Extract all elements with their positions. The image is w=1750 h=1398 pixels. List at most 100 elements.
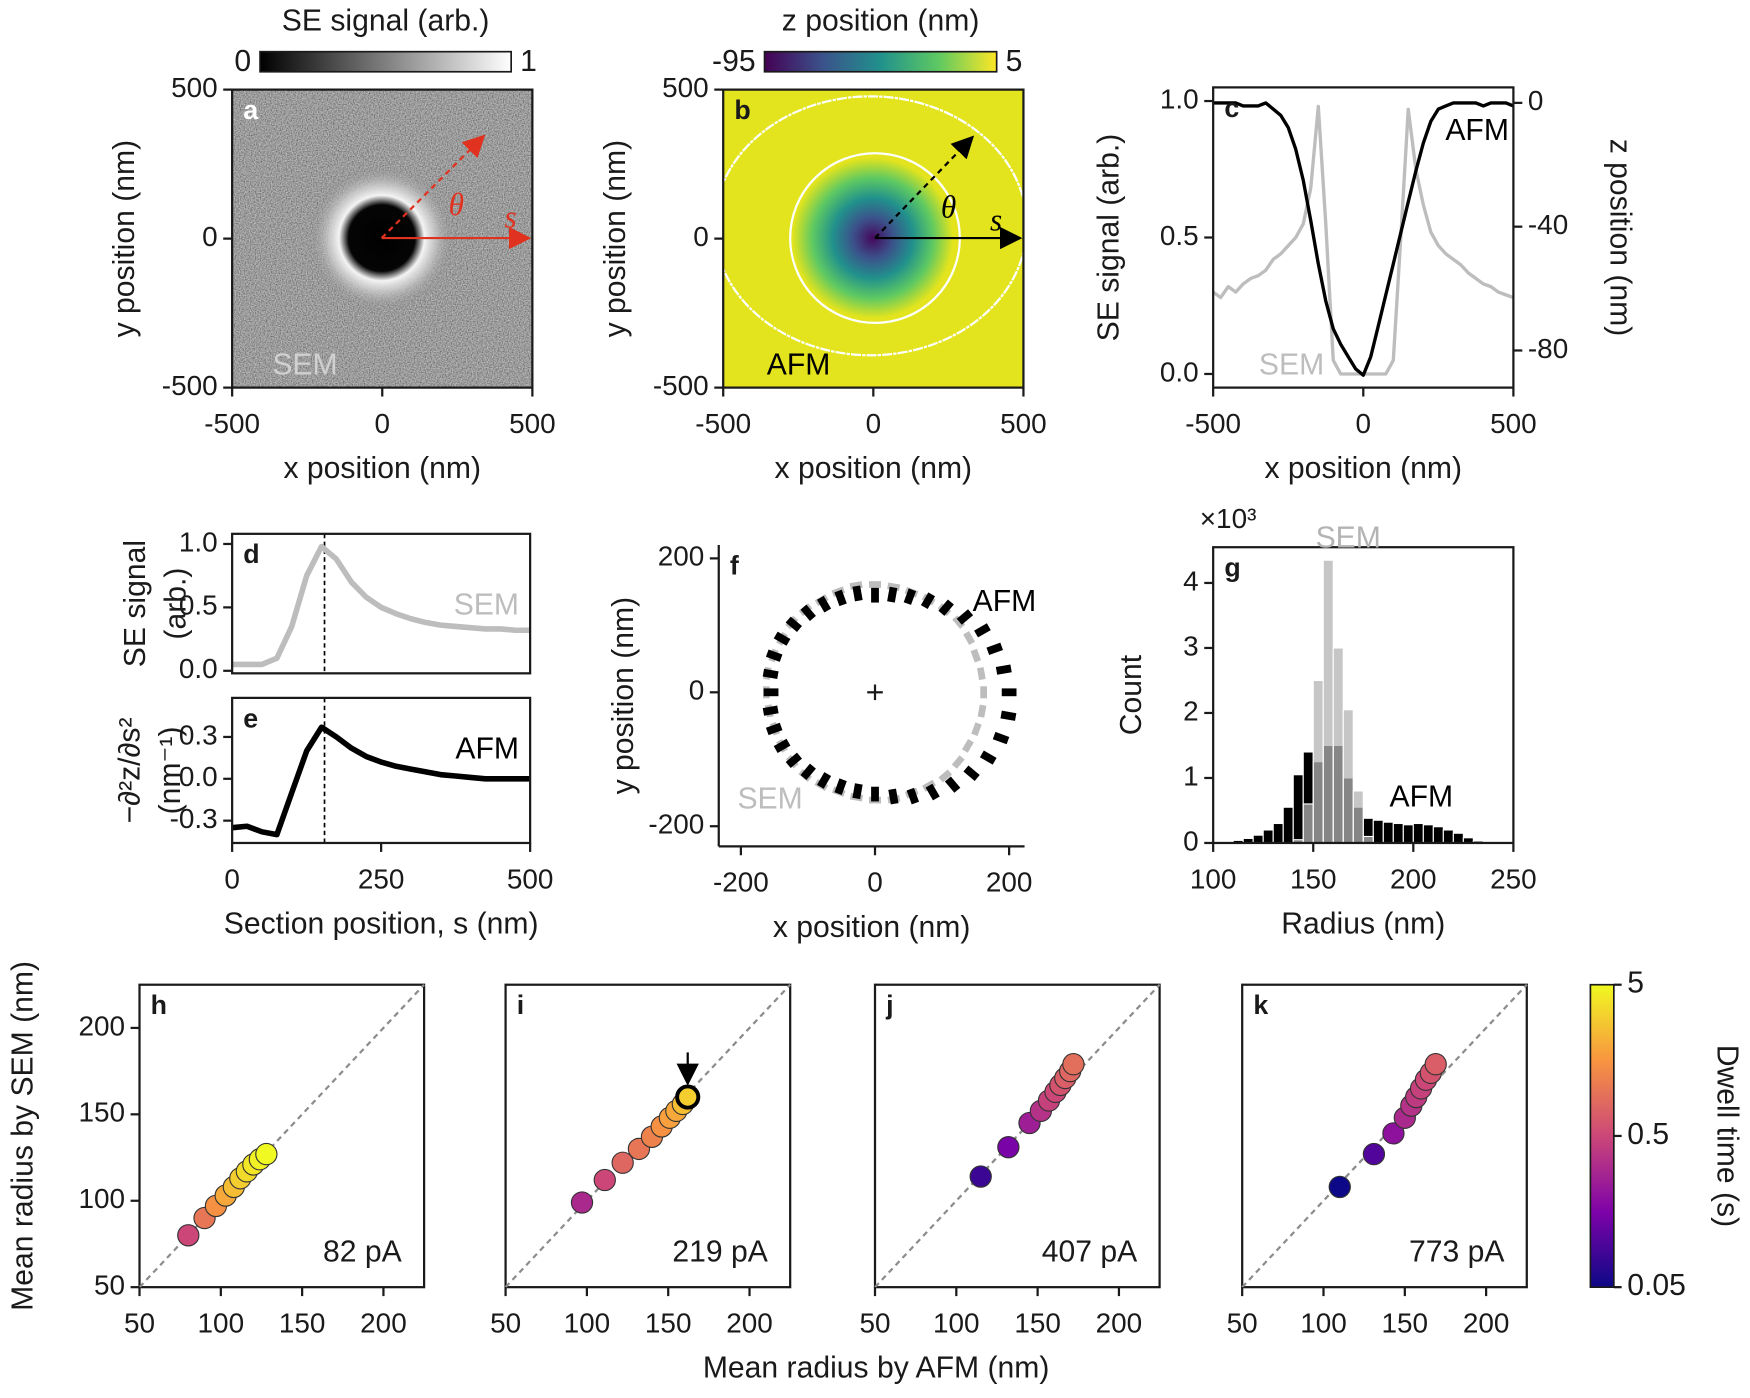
point bbox=[1328, 1175, 1351, 1199]
annotation: θ bbox=[449, 187, 464, 222]
x-axis-label: Radius (nm) bbox=[1281, 908, 1445, 941]
radius-segment bbox=[952, 615, 966, 629]
point bbox=[1424, 1053, 1447, 1076]
radius-segment bbox=[887, 582, 901, 592]
histogram-bar bbox=[1422, 824, 1434, 844]
radius-segment bbox=[992, 731, 1010, 745]
colorbar-tick-label: 0.05 bbox=[1627, 1269, 1686, 1302]
axes-frame bbox=[1212, 546, 1515, 845]
y-axis-label: (nm⁻¹) bbox=[154, 726, 187, 814]
y-tick-label: 500 bbox=[662, 72, 709, 103]
colorbar bbox=[259, 50, 512, 73]
x-tick-label: 0 bbox=[866, 408, 882, 439]
axes-frame bbox=[231, 696, 532, 845]
colorbar-tick-label: 1 bbox=[520, 45, 537, 78]
y-tick-label: -0.3 bbox=[170, 803, 218, 834]
histogram-bar bbox=[1452, 832, 1464, 844]
series-line bbox=[232, 543, 531, 668]
annotation: SEM bbox=[272, 348, 337, 381]
current-label: 82 pA bbox=[323, 1236, 403, 1269]
x-tick-label: 100 bbox=[1190, 863, 1237, 894]
annotation: s bbox=[990, 203, 1002, 238]
panel-label: b bbox=[734, 95, 750, 125]
series-label: SEM bbox=[454, 588, 519, 621]
y-tick-label: 0.5 bbox=[179, 590, 218, 621]
radius-segment bbox=[906, 787, 920, 805]
x-tick-label: 500 bbox=[509, 408, 556, 439]
x-tick-label: 250 bbox=[358, 863, 405, 894]
radius-segment bbox=[986, 642, 1004, 655]
y-tick-label: 1.0 bbox=[1160, 83, 1199, 114]
series-label: AFM bbox=[455, 732, 519, 765]
radius-segment bbox=[762, 705, 779, 716]
radius-segment bbox=[963, 765, 980, 781]
identity-line bbox=[138, 983, 425, 1288]
x-tick-label: 100 bbox=[1300, 1307, 1347, 1338]
x-axis-label: x position (nm) bbox=[775, 452, 973, 485]
x-tick-label: -500 bbox=[1185, 408, 1241, 439]
histogram-bar bbox=[1412, 822, 1424, 844]
radius-segment bbox=[979, 750, 997, 765]
histogram-bar bbox=[1312, 679, 1324, 844]
y-axis-label: SE signal (arb.) bbox=[1092, 134, 1125, 342]
x-tick-label: 200 bbox=[1096, 1307, 1143, 1338]
sem-image bbox=[232, 89, 533, 388]
y-tick-label: -500 bbox=[162, 370, 218, 401]
y-axis-label: Mean radius by SEM (nm) bbox=[7, 961, 40, 1311]
axes-frame bbox=[231, 532, 532, 675]
x-tick-label: -200 bbox=[713, 867, 769, 898]
colorbar bbox=[763, 50, 998, 73]
radius-segment bbox=[976, 667, 986, 681]
histogram-bar bbox=[1432, 826, 1444, 844]
x-tick-label: 150 bbox=[645, 1307, 692, 1338]
y-tick-label: 0.0 bbox=[179, 653, 218, 684]
radius-segment bbox=[970, 648, 982, 663]
y-tick-label: 3 bbox=[1183, 630, 1199, 661]
histogram-bar bbox=[1282, 806, 1294, 844]
histogram-bar bbox=[1272, 822, 1284, 844]
y-axis-label: SE signal bbox=[119, 540, 152, 667]
radius-segment bbox=[773, 738, 791, 753]
histogram-bar bbox=[1342, 709, 1354, 844]
x-tick-label: -500 bbox=[695, 408, 751, 439]
x-tick-label: 150 bbox=[1290, 863, 1337, 894]
x-tick-label: 50 bbox=[859, 1307, 890, 1338]
panel-label: g bbox=[1224, 553, 1240, 583]
series-label: AFM bbox=[1445, 114, 1509, 147]
panel-label: e bbox=[243, 703, 258, 733]
axes-frame bbox=[138, 983, 426, 1289]
y-tick-label: -200 bbox=[648, 809, 704, 840]
y-tick-label: 0 bbox=[202, 221, 218, 252]
x-axis-label: x position (nm) bbox=[1264, 452, 1462, 485]
x-tick-label: 500 bbox=[1490, 408, 1537, 439]
x-tick-label: 50 bbox=[1227, 1307, 1258, 1338]
histogram-bar bbox=[1292, 774, 1304, 844]
x-tick-label: 0 bbox=[224, 863, 240, 894]
x-tick-label: 500 bbox=[507, 863, 554, 894]
y-axis-label: −∂²z/∂s² bbox=[114, 717, 147, 823]
y2-tick-label: -40 bbox=[1528, 209, 1568, 240]
colorbar-tick-label: 5 bbox=[1006, 45, 1023, 78]
series-line bbox=[231, 724, 531, 838]
colorbar-tick-label: 0 bbox=[234, 45, 251, 78]
radius-segment bbox=[888, 788, 899, 805]
radius-segment bbox=[849, 581, 863, 590]
identity-line bbox=[1241, 983, 1528, 1288]
radius-segment bbox=[971, 722, 982, 736]
series-label: AFM bbox=[1390, 780, 1454, 813]
x-tick-label: 100 bbox=[198, 1307, 245, 1338]
x-tick-label: 250 bbox=[1490, 863, 1537, 894]
radius-segment bbox=[765, 722, 783, 736]
identity-line bbox=[504, 983, 791, 1288]
series-label: AFM bbox=[973, 585, 1037, 618]
point bbox=[969, 1165, 992, 1188]
annotation: AFM bbox=[767, 348, 831, 381]
y-tick-label: -500 bbox=[653, 370, 709, 401]
current-label: 219 pA bbox=[672, 1236, 768, 1269]
y2-axis-label: z position (nm) bbox=[1603, 139, 1636, 337]
point bbox=[1382, 1122, 1405, 1145]
histogram-bar bbox=[1252, 834, 1264, 844]
histogram-bar bbox=[1442, 829, 1454, 844]
x-tick-label: 200 bbox=[1390, 863, 1437, 894]
y-tick-label: 200 bbox=[658, 541, 705, 572]
